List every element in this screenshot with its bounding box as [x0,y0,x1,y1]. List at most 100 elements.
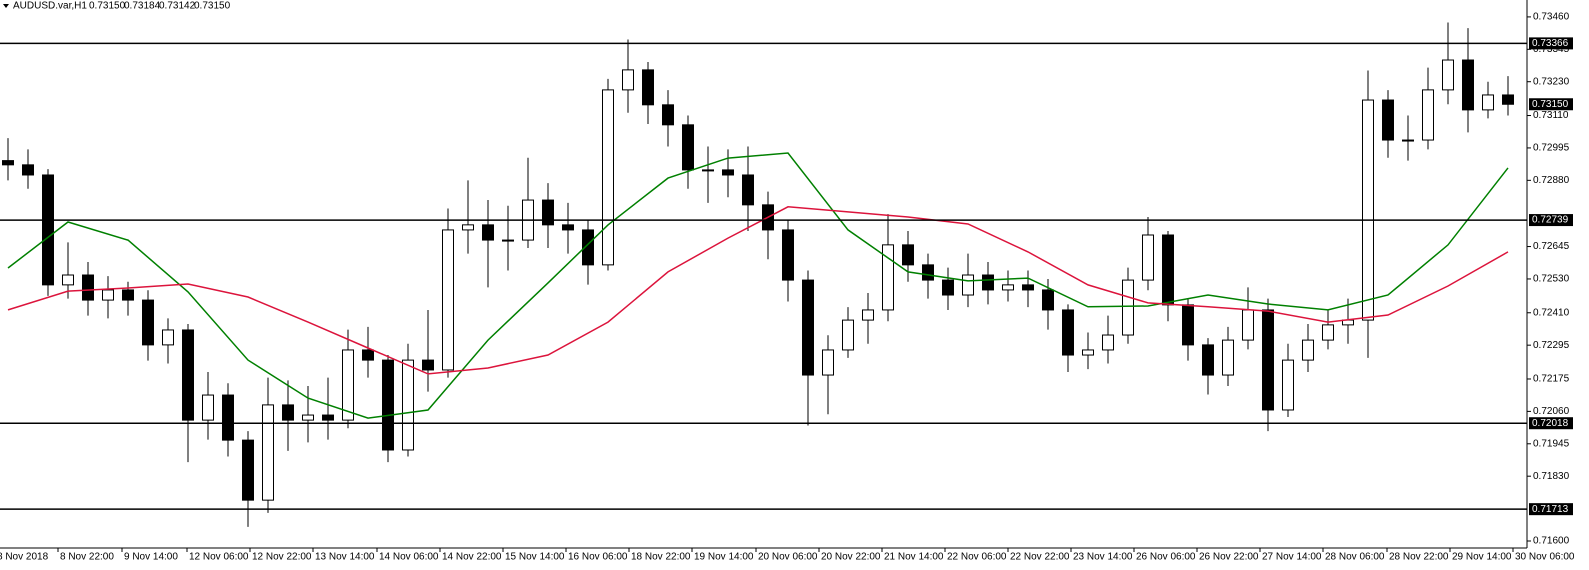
x-tick-label: 23 Nov 14:00 [1073,552,1133,563]
candle-body [942,279,954,296]
candle-body [402,359,414,451]
x-tick-label: 20 Nov 06:00 [758,552,818,563]
candle-body [562,224,574,231]
level-label: 0.72018 [1532,418,1569,429]
ohlc-high: 0.73184 [124,1,161,12]
y-tick-label: 0.72995 [1533,143,1570,154]
candle-body [622,69,634,91]
x-tick-label: 12 Nov 22:00 [252,552,312,563]
y-tick-label: 0.73345 [1533,44,1570,55]
x-tick-label: 26 Nov 22:00 [1199,552,1259,563]
ohlc-open: 0.73150 [89,1,126,12]
level-label: 0.73366 [1532,38,1569,49]
x-tick-label: 28 Nov 06:00 [1325,552,1385,563]
candle-body [1262,309,1274,411]
y-tick-label: 0.71945 [1533,438,1570,449]
candle-body [302,414,314,421]
candle-body [182,329,194,421]
x-tick-label: 30 Nov 06:00 [1515,552,1575,563]
candle-body [682,124,694,171]
candle-body [482,224,494,241]
y-tick-label: 0.72175 [1533,374,1570,385]
candle-body [382,359,394,451]
y-tick-label: 0.72645 [1533,241,1570,252]
level-label-box [1529,37,1573,50]
candle-body [22,164,34,176]
candle-body [322,414,334,421]
last-price-label: 0.73150 [1532,99,1569,110]
candle-body [122,289,134,301]
x-tick-label: 14 Nov 22:00 [442,552,502,563]
header-arrow [3,4,9,8]
y-tick-label: 0.71830 [1533,471,1570,482]
candle-body [102,289,114,301]
candle-body [282,404,294,421]
candle-body [1222,339,1234,376]
x-tick-label: 22 Nov 22:00 [1010,552,1070,563]
candle-body [1302,339,1314,361]
x-tick-label: 26 Nov 06:00 [1136,552,1196,563]
candle-body [902,244,914,266]
level-label-box [1529,503,1573,516]
y-tick-label: 0.72410 [1533,307,1570,318]
y-tick-label: 0.72295 [1533,340,1570,351]
candle-body [422,359,434,371]
candle-body [82,274,94,301]
candle-body [1022,284,1034,291]
x-tick-label: 18 Nov 22:00 [631,552,691,563]
last-price-box [1529,98,1573,111]
candle-body [1002,284,1014,291]
candle-body [1242,309,1254,341]
y-tick-label: 0.72060 [1533,406,1570,417]
candle-body [662,104,674,126]
candle-body [2,160,14,166]
candle-body [1202,344,1214,376]
candle-body [722,169,734,176]
candle-body [982,274,994,291]
candle-body [862,309,874,321]
candle-body [142,299,154,346]
candle-body [1062,309,1074,356]
y-tick-label: 0.73110 [1533,110,1569,121]
candle-body [262,404,274,501]
candle-body [202,394,214,421]
x-tick-label: 14 Nov 06:00 [379,552,439,563]
candle-body [642,69,654,106]
y-tick-label: 0.72880 [1533,175,1570,186]
candle-body [1322,324,1334,341]
candle-body [1442,59,1454,91]
candle-body [222,394,234,441]
x-tick-label: 22 Nov 06:00 [947,552,1007,563]
candle-body [782,229,794,281]
candle-body [1182,304,1194,346]
x-tick-label: 8 Nov 22:00 [60,552,114,563]
level-label: 0.72739 [1532,215,1569,226]
candle-body [242,439,254,501]
x-tick-label: 20 Nov 22:00 [821,552,881,563]
x-tick-label: 12 Nov 06:00 [189,552,249,563]
x-tick-label: 27 Nov 14:00 [1262,552,1322,563]
candle-body [602,89,614,266]
y-tick-label: 0.73460 [1533,12,1570,23]
candle-body [1102,334,1114,351]
candle-body [362,349,374,361]
candle-body [962,274,974,296]
candle-body [1422,89,1434,141]
moving-average [7,206,1509,375]
moving-average [7,152,1509,419]
plot-area [2,22,1514,527]
x-tick-label: 9 Nov 14:00 [124,552,178,563]
candle-body [1142,234,1154,281]
candle-body [702,169,714,172]
candle-body [802,279,814,376]
candle-body [1042,289,1054,311]
x-tick-label: 15 Nov 14:00 [505,552,565,563]
candle-body [1462,59,1474,111]
x-tick-label: 21 Nov 14:00 [884,552,944,563]
candle-body [1362,99,1374,321]
candle-body [1282,359,1294,411]
x-tick-label: 13 Nov 14:00 [315,552,375,563]
candle-body [1502,94,1514,105]
